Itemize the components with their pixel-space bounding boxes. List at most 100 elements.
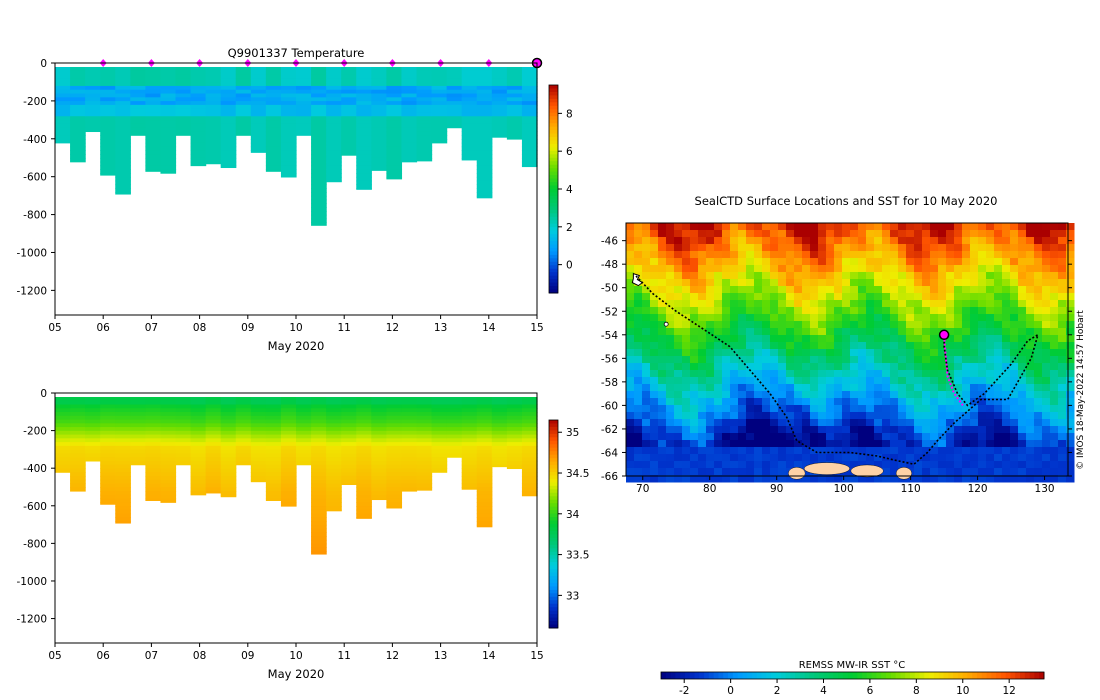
sst-cell (778, 251, 787, 259)
sst-cell (1066, 349, 1075, 357)
data-cell (446, 104, 463, 110)
sst-cell (650, 349, 659, 357)
data-cell (506, 438, 523, 443)
sst-cell (1058, 419, 1067, 427)
salinity-data-cells (55, 397, 538, 555)
data-cell (205, 487, 222, 492)
data-cell (265, 400, 282, 406)
sst-cell (762, 258, 771, 266)
sst-cell (786, 349, 795, 357)
sst-colorbar-swatch (914, 672, 921, 679)
sst-cell (898, 223, 907, 231)
sst-colorbar-swatch (938, 672, 944, 679)
sst-cell (850, 363, 859, 371)
colorbar-swatch (549, 475, 558, 480)
sst-colorbar-swatch (933, 672, 940, 679)
data-cell (220, 397, 237, 402)
data-cell (461, 423, 478, 428)
data-cell (521, 78, 538, 83)
data-cell (190, 74, 207, 79)
data-cell (235, 434, 252, 439)
sst-cell (1018, 321, 1027, 329)
map-side-label: © IMOS 18-May-2022 14:57 Hobart (1076, 310, 1086, 470)
data-cell (386, 445, 403, 451)
sst-cell (874, 328, 883, 336)
sst-cell (746, 475, 755, 483)
sst-cell (786, 300, 795, 308)
sst-cell (1058, 244, 1067, 252)
data-cell (100, 408, 116, 413)
data-cell (296, 430, 312, 436)
data-cell (205, 430, 222, 436)
sst-cell (1050, 405, 1059, 413)
data-cell (235, 112, 252, 117)
sst-cell (730, 335, 739, 343)
y-tick-label: -1000 (16, 247, 47, 259)
sst-cell (1034, 251, 1043, 259)
data-cell (311, 173, 327, 178)
data-cell (190, 419, 207, 424)
data-cell (311, 97, 327, 102)
sst-cell (690, 454, 699, 462)
sst-cell (858, 447, 867, 455)
sst-cell (802, 398, 811, 406)
data-cell (100, 475, 116, 481)
data-cell (220, 494, 237, 498)
sst-cell (1050, 237, 1059, 245)
data-cell (70, 93, 86, 98)
sst-colorbar-swatch (684, 672, 691, 679)
data-cell (250, 123, 267, 129)
sst-cell (714, 405, 723, 413)
sst-cell (1066, 398, 1075, 406)
data-cell (235, 438, 252, 443)
sst-cell (858, 419, 867, 427)
sst-cell (866, 454, 875, 462)
sst-cell (834, 223, 843, 231)
sst-cell (642, 223, 651, 231)
sst-colorbar-tick-label: 6 (867, 685, 874, 697)
sst-cell (770, 293, 779, 301)
sst-cell (754, 454, 763, 462)
sst-cell (698, 251, 707, 259)
colorbar-swatch (549, 600, 558, 605)
data-cell (280, 157, 297, 163)
sst-cell (914, 300, 923, 308)
sst-cell (810, 363, 819, 371)
y-tick-label: -400 (23, 134, 47, 146)
data-cell (356, 139, 372, 144)
colorbar-swatch (549, 133, 558, 138)
data-cell (175, 101, 192, 106)
data-cell (476, 104, 493, 110)
lat-tick-label: -48 (601, 259, 618, 271)
sst-cell (810, 356, 819, 364)
data-cell (70, 419, 86, 424)
sst-cell (914, 286, 923, 294)
sst-cell (858, 265, 867, 273)
sst-cell (922, 265, 931, 273)
sst-cell (762, 321, 771, 329)
sst-cell (946, 258, 955, 266)
data-cell (250, 67, 267, 72)
data-cell (341, 142, 357, 148)
sst-cell (738, 398, 747, 406)
sst-cell (722, 461, 731, 469)
data-cell (356, 97, 372, 102)
data-cell (296, 67, 312, 72)
data-cell (386, 419, 403, 424)
data-cell (521, 101, 538, 106)
sst-cell (850, 412, 859, 420)
data-cell (311, 517, 327, 522)
data-cell (356, 415, 372, 421)
sst-cell (842, 419, 851, 427)
sst-cell (634, 363, 643, 371)
sst-cell (706, 237, 715, 245)
data-cell (386, 89, 403, 95)
sst-cell (930, 363, 939, 371)
sst-cell (626, 356, 635, 364)
data-cell (100, 169, 116, 174)
sst-cell (778, 314, 787, 322)
sst-cell (762, 398, 771, 406)
sst-cell (762, 314, 771, 322)
heard-island (663, 321, 669, 327)
